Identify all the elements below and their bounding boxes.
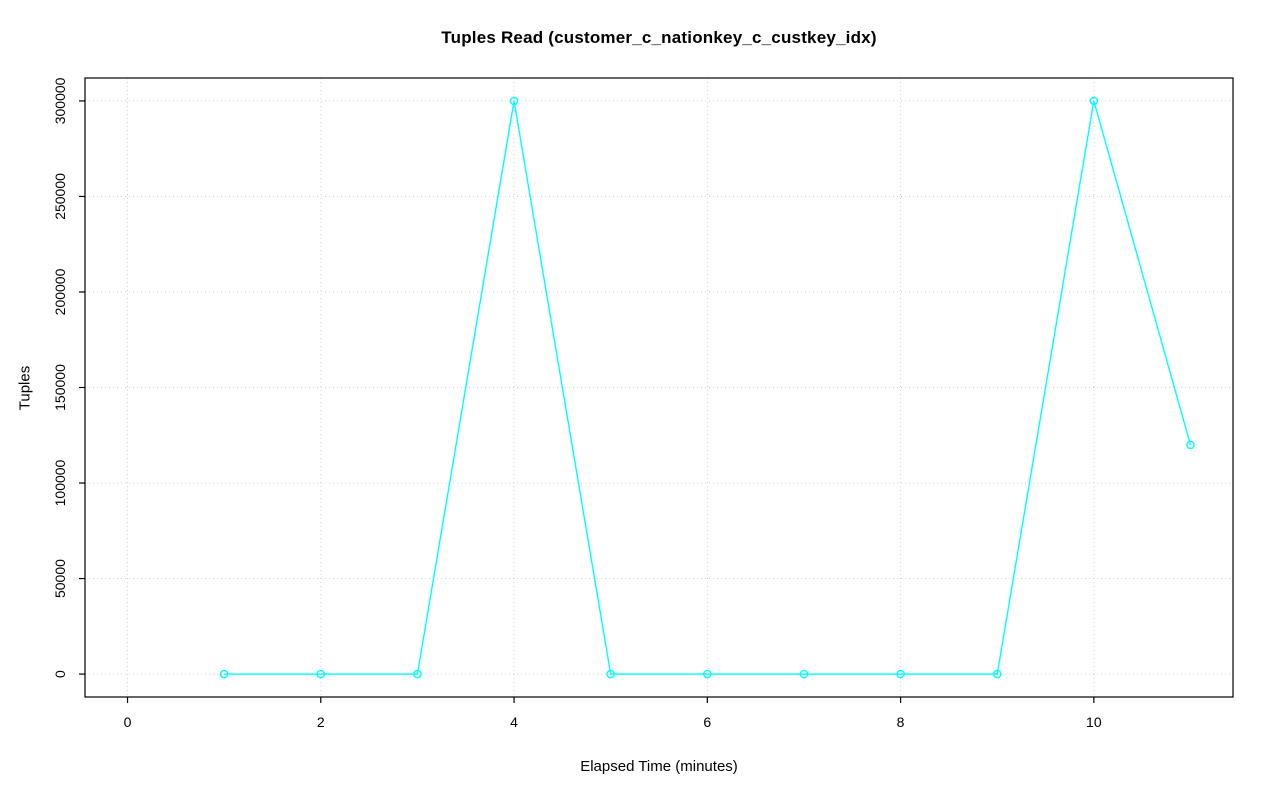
data-point	[1089, 96, 1099, 106]
data-point	[316, 669, 326, 679]
y-axis-title: Tuples	[16, 365, 34, 411]
gridlines	[85, 78, 1233, 697]
x-tick-label: 6	[703, 714, 711, 730]
y-tick-label: 150000	[52, 364, 68, 411]
y-tick-label: 200000	[52, 268, 68, 315]
y-tick-label: 50000	[52, 559, 68, 598]
x-tick-label: 10	[1086, 714, 1102, 730]
axis-tick-labels: 0 2 4 6 8 10 0 50000 100000 150000 200000 250000 300…	[52, 77, 1102, 730]
x-tick-label: 2	[317, 714, 325, 730]
data-point	[703, 669, 712, 679]
chart-title: Tuples Read (customer_c_nationkey_c_cust…	[441, 28, 877, 47]
x-axis-title: Elapsed Time (minutes)	[580, 758, 738, 775]
x-tick-label: 8	[897, 714, 905, 730]
axis-ticks	[79, 100, 1095, 703]
data-point	[992, 669, 1002, 679]
y-tick-label: 250000	[52, 173, 68, 220]
y-tick-label: 0	[52, 670, 68, 678]
data-point	[413, 669, 422, 679]
data-point	[896, 669, 905, 679]
y-tick-label: 100000	[52, 459, 68, 506]
data-point	[509, 96, 519, 106]
y-tick-label: 300000	[52, 77, 68, 124]
series-line	[224, 100, 1192, 675]
data-point	[219, 669, 229, 679]
data-point	[1186, 440, 1195, 450]
data-point	[606, 669, 615, 679]
x-tick-label: 0	[124, 714, 132, 730]
data-point	[799, 669, 809, 679]
x-tick-label: 4	[510, 714, 518, 730]
data-point-markers	[219, 96, 1195, 679]
